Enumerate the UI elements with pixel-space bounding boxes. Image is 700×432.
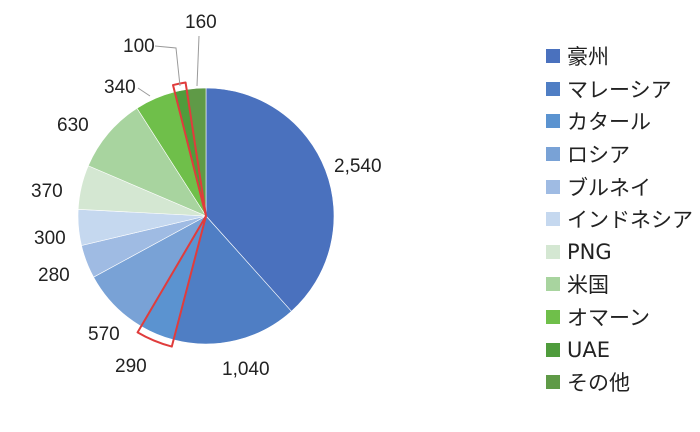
legend-item: ロシア — [546, 138, 696, 171]
data-label: 290 — [115, 356, 147, 377]
legend-swatch — [546, 277, 560, 292]
legend-label: UAE — [567, 337, 611, 362]
legend-label: 米国 — [567, 273, 609, 298]
legend: 豪州マレーシアカタールロシアブルネイインドネシア PNG 米国オマーン UAE その他 — [546, 40, 696, 399]
legend-swatch — [546, 179, 560, 194]
legend-swatch — [546, 342, 560, 357]
legend-swatch — [546, 375, 560, 390]
legend-label: ブルネイ — [567, 175, 651, 200]
legend-item: インドネシア — [546, 203, 696, 236]
legend-label: 豪州 — [567, 45, 609, 70]
legend-label: カタール — [567, 110, 651, 135]
legend-swatch — [546, 114, 560, 129]
legend-label: インドネシア — [567, 208, 693, 233]
leader-line — [154, 45, 181, 87]
legend-item: UAE — [546, 333, 696, 366]
legend-item: 米国 — [546, 268, 696, 301]
pie-slice-category-1 — [205, 87, 335, 312]
data-label: 300 — [34, 228, 66, 249]
data-label: 100 — [123, 36, 155, 57]
pie-slice-category-8 — [87, 107, 207, 217]
legend-item: マレーシア — [546, 73, 696, 106]
data-label: 2,540 — [334, 156, 382, 177]
data-label: 1,040 — [222, 359, 270, 380]
legend-item: カタール — [546, 105, 696, 138]
data-label: 570 — [88, 324, 120, 345]
legend-label: オマーン — [567, 306, 650, 331]
legend-item: PNG — [546, 236, 696, 269]
legend-swatch — [546, 81, 560, 96]
legend-item: その他 — [546, 366, 696, 399]
leader-line — [196, 35, 200, 87]
legend-item: 豪州 — [546, 40, 696, 73]
legend-swatch — [546, 212, 560, 227]
data-label: 280 — [38, 265, 70, 286]
leader-line — [137, 87, 151, 97]
pie-slice-category-2 — [173, 215, 292, 345]
highlight-outline-category-3 — [136, 215, 207, 348]
data-label: 160 — [185, 12, 217, 33]
legend-swatch — [546, 49, 560, 64]
legend-swatch — [546, 244, 560, 259]
data-label: 630 — [57, 115, 89, 136]
legend-item: オマーン — [546, 301, 696, 334]
data-label: 370 — [31, 181, 63, 202]
legend-label: マレーシア — [567, 77, 672, 102]
legend-label: その他 — [567, 371, 630, 396]
legend-swatch — [546, 310, 560, 325]
legend-label: ロシア — [567, 143, 630, 168]
legend-swatch — [546, 147, 560, 162]
data-label: 340 — [104, 77, 136, 98]
legend-label: PNG — [567, 239, 612, 264]
legend-item: ブルネイ — [546, 170, 696, 203]
